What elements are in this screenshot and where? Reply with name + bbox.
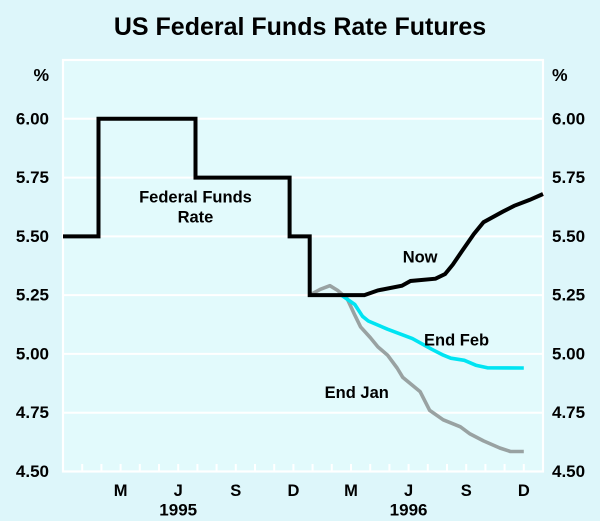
month-label: D <box>518 482 530 500</box>
y-tick-label-right: 5.50 <box>552 227 585 246</box>
y-tick-label-left: 4.50 <box>16 462 49 481</box>
y-tick-label-left: 6.00 <box>16 109 49 128</box>
month-label: S <box>230 482 241 500</box>
month-label: M <box>114 482 128 500</box>
y-tick-label-right: 5.75 <box>552 168 585 187</box>
plot-frame <box>61 58 545 473</box>
series-line-federal-funds-rate-now <box>63 116 544 298</box>
y-axis-unit-right: % <box>552 65 568 85</box>
annotation-federal-funds-rate: Federal Funds <box>139 188 252 206</box>
y-tick-label-right: 6.00 <box>552 109 585 128</box>
annotation-end-feb: End Feb <box>424 331 489 349</box>
month-label: M <box>344 482 358 500</box>
y-tick-label-right: 5.25 <box>552 286 585 305</box>
year-label: 1996 <box>390 501 428 520</box>
y-tick-label-right: 5.00 <box>552 344 585 363</box>
y-tick-label-right: 4.50 <box>552 462 585 481</box>
year-label: 1995 <box>159 501 197 520</box>
month-label: J <box>404 482 413 500</box>
y-tick-label-left: 5.25 <box>16 286 49 305</box>
annotation-now: Now <box>403 249 438 267</box>
y-tick-label-left: 5.50 <box>16 227 49 246</box>
plot-area <box>63 60 543 472</box>
month-label: D <box>287 482 299 500</box>
y-axis-unit-left: % <box>33 65 49 85</box>
chart-title: US Federal Funds Rate Futures <box>113 13 487 41</box>
y-tick-label-right: 4.75 <box>552 403 585 422</box>
series-line-end-feb <box>340 293 524 370</box>
month-label: S <box>461 482 472 500</box>
annotation-federal-funds-rate: Rate <box>178 208 214 226</box>
y-tick-label-left: 5.75 <box>16 168 49 187</box>
month-label: J <box>174 482 183 500</box>
y-tick-label-left: 4.75 <box>16 403 49 422</box>
annotation-end-jan: End Jan <box>325 384 389 402</box>
y-tick-label-left: 5.00 <box>16 344 49 363</box>
